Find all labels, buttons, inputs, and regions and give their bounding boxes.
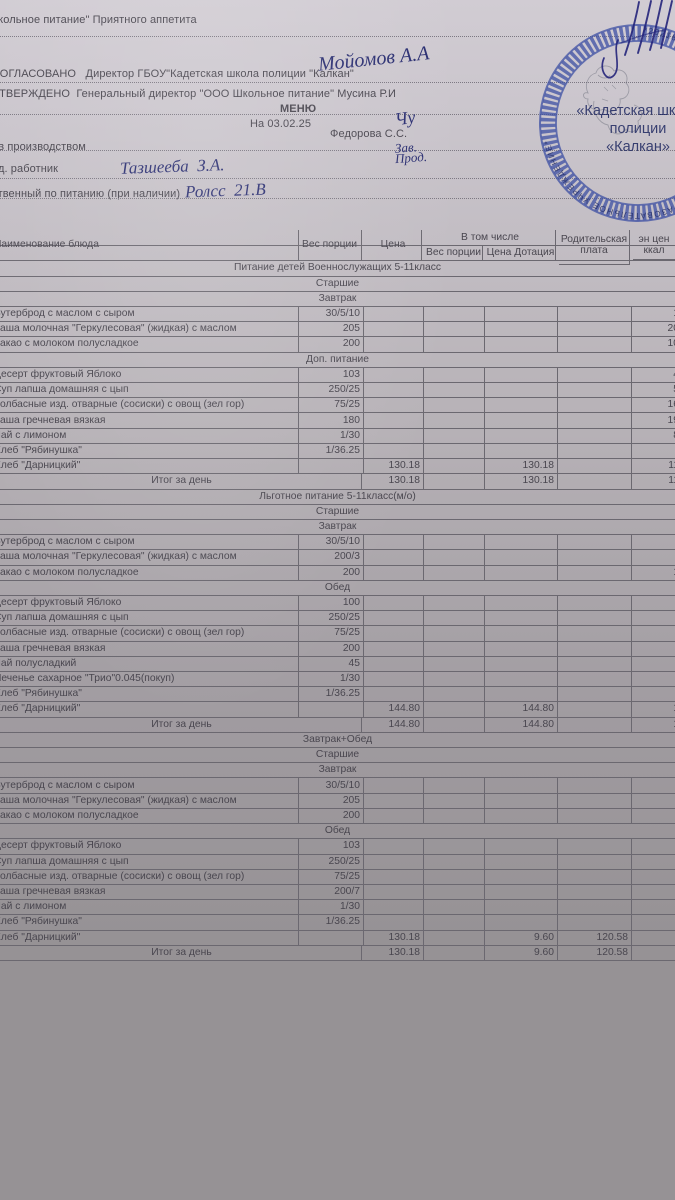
svg-text:полиции: полиции	[610, 121, 667, 137]
svg-text:«Калкан»: «Калкан»	[606, 139, 670, 155]
svg-text:«Кадетская школа: «Кадетская школа	[576, 103, 675, 119]
